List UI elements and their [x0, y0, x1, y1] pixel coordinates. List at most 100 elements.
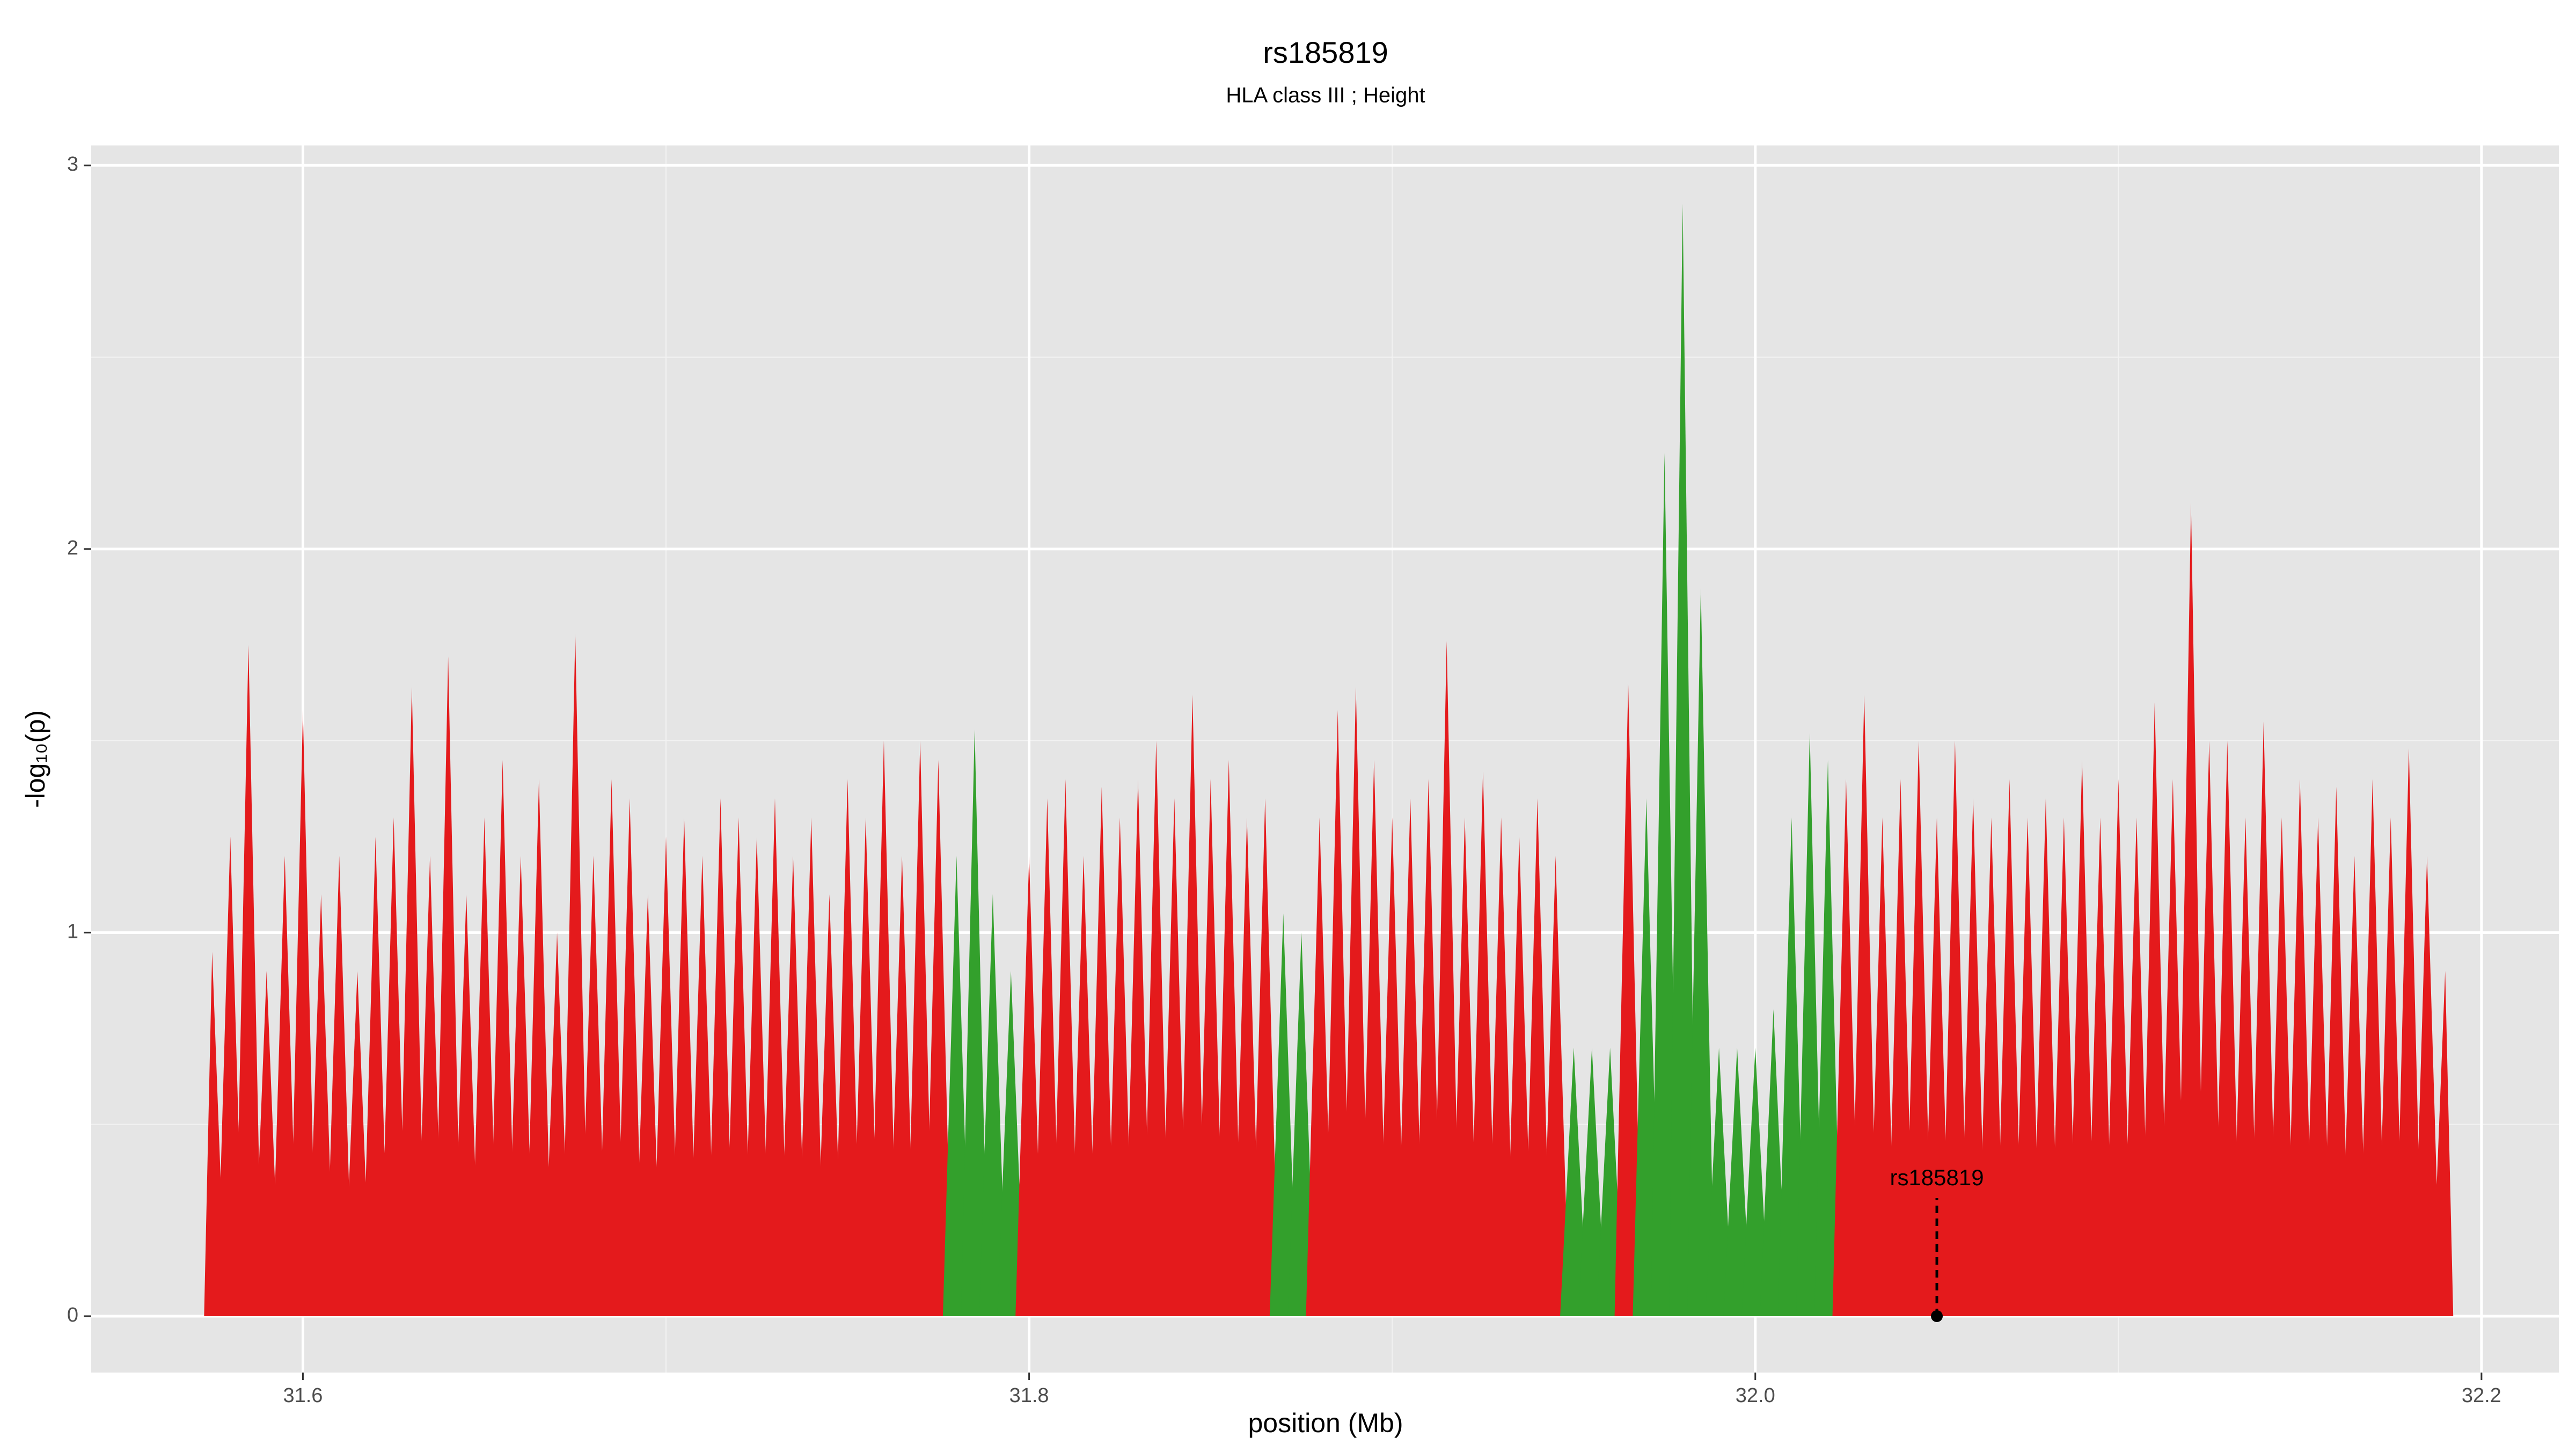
spike — [2231, 817, 2259, 1316]
spike — [1923, 817, 1951, 1316]
spike — [507, 856, 535, 1316]
spike — [942, 856, 970, 1316]
spike — [1850, 695, 1878, 1316]
spike — [1723, 1047, 1751, 1316]
spike — [2123, 817, 2150, 1316]
spike — [906, 741, 934, 1316]
y-axis-label: -log₁₀(p) — [20, 710, 50, 808]
spike — [1542, 856, 1569, 1316]
spike — [1433, 641, 1461, 1316]
spike — [598, 779, 625, 1316]
spike — [2087, 817, 2114, 1316]
spike — [1451, 817, 1479, 1316]
spike — [2050, 817, 2078, 1316]
spike — [2413, 856, 2441, 1316]
spike — [1578, 1047, 1606, 1316]
spike — [1070, 856, 1097, 1316]
spike — [1106, 817, 1134, 1316]
chart-title: rs185819 — [1263, 35, 1388, 69]
spike — [2196, 741, 2223, 1316]
spike — [271, 856, 298, 1316]
spike — [2322, 786, 2350, 1316]
spike — [489, 760, 516, 1316]
spike — [1687, 587, 1715, 1316]
annotation-label: rs185819 — [1890, 1165, 1984, 1190]
x-tick-label: 32.2 — [2462, 1384, 2501, 1407]
spike — [2395, 748, 2423, 1316]
y-tick-label: 2 — [67, 537, 78, 559]
spike — [616, 798, 643, 1316]
spike — [253, 971, 281, 1316]
spike — [416, 856, 444, 1316]
spike — [833, 779, 861, 1316]
spike — [1015, 856, 1043, 1316]
spike — [707, 798, 734, 1316]
spike — [1560, 1047, 1587, 1316]
spike — [380, 817, 407, 1316]
spike — [743, 836, 771, 1316]
spike — [1197, 779, 1225, 1316]
spike — [1814, 760, 1842, 1316]
spike — [1832, 779, 1860, 1316]
spike — [689, 856, 716, 1316]
spike — [1651, 453, 1678, 1316]
spike — [2104, 779, 2132, 1316]
spike — [652, 836, 680, 1316]
y-tick-label: 3 — [67, 153, 78, 176]
spike — [1487, 817, 1515, 1316]
spike — [1269, 913, 1297, 1316]
spike — [2014, 817, 2041, 1316]
spike — [1342, 687, 1370, 1316]
x-tick-label: 31.8 — [1009, 1384, 1049, 1407]
spike — [1959, 798, 1987, 1316]
spike — [1524, 798, 1552, 1316]
spike — [2268, 817, 2296, 1316]
spike — [1215, 760, 1243, 1316]
spikes — [204, 203, 2454, 1316]
spike — [779, 856, 807, 1316]
spike — [452, 894, 480, 1316]
spike — [1160, 798, 1188, 1316]
spike — [2304, 817, 2332, 1316]
spike — [1669, 203, 1696, 1316]
spike — [2177, 503, 2205, 1316]
spike — [1869, 817, 1896, 1316]
spike — [2377, 817, 2405, 1316]
spike — [1505, 836, 1533, 1316]
spike — [1614, 683, 1642, 1316]
spike — [580, 856, 608, 1316]
x-tick-label: 31.6 — [283, 1384, 323, 1407]
spike — [761, 798, 789, 1316]
spike — [1360, 760, 1388, 1316]
spike — [1978, 817, 2005, 1316]
spike — [471, 817, 499, 1316]
spike — [1306, 817, 1334, 1316]
spike — [816, 894, 843, 1316]
spike — [1995, 779, 2023, 1316]
spike — [1941, 741, 1969, 1316]
spike — [997, 971, 1025, 1316]
annotation-point — [1931, 1310, 1943, 1322]
spike — [216, 836, 244, 1316]
spike — [961, 729, 989, 1316]
spike — [1415, 779, 1443, 1316]
spike — [2068, 760, 2096, 1316]
spike — [289, 710, 317, 1316]
spike — [870, 741, 898, 1316]
y-tick-label: 1 — [67, 920, 78, 943]
spike — [525, 779, 553, 1316]
spike — [325, 856, 353, 1316]
spike — [561, 633, 589, 1316]
spike — [979, 894, 1007, 1316]
spike — [1088, 786, 1116, 1316]
x-axis-label: position (Mb) — [1248, 1408, 1403, 1438]
spike — [434, 656, 462, 1316]
spike — [2213, 741, 2241, 1316]
spike — [1124, 779, 1152, 1316]
spike — [1287, 932, 1315, 1316]
spike — [1378, 817, 1406, 1316]
spike — [235, 645, 262, 1316]
spike — [2340, 856, 2368, 1316]
spike — [1051, 779, 1079, 1316]
spike — [634, 894, 662, 1316]
